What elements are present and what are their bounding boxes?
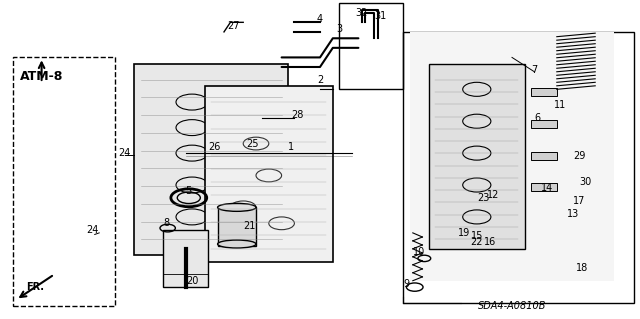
Text: 14: 14: [541, 183, 554, 193]
Bar: [13, 57, 115, 306]
Bar: [403, 32, 634, 303]
Text: 25: 25: [246, 138, 259, 149]
Text: FR.: FR.: [26, 282, 44, 292]
Text: 6: 6: [534, 113, 541, 123]
Text: 10: 10: [413, 247, 426, 257]
Bar: [429, 64, 525, 249]
Text: 28: 28: [291, 110, 304, 120]
Bar: [218, 207, 256, 246]
Text: 7: 7: [531, 65, 538, 75]
Text: 32: 32: [355, 8, 368, 18]
Bar: [339, 3, 403, 89]
Bar: [531, 183, 557, 191]
Text: 3: 3: [336, 24, 342, 34]
Text: 30: 30: [579, 177, 592, 187]
Text: 31: 31: [374, 11, 387, 21]
Text: 2: 2: [317, 75, 323, 85]
Text: 1: 1: [288, 142, 294, 152]
Text: 26: 26: [208, 142, 221, 152]
Bar: [531, 152, 557, 160]
Text: 9: 9: [403, 279, 410, 289]
Text: 13: 13: [566, 209, 579, 219]
Text: 23: 23: [477, 193, 490, 203]
Text: ATM-8: ATM-8: [20, 70, 63, 83]
Text: 27: 27: [227, 20, 240, 31]
Text: 15: 15: [470, 231, 483, 241]
Text: 21: 21: [243, 221, 256, 232]
Text: 19: 19: [458, 228, 470, 238]
Bar: [531, 88, 557, 96]
Text: 20: 20: [186, 276, 198, 286]
Text: 8: 8: [163, 218, 170, 228]
Text: 12: 12: [486, 189, 499, 200]
Ellipse shape: [218, 204, 256, 211]
Ellipse shape: [218, 240, 256, 248]
Bar: [531, 120, 557, 128]
Text: 22: 22: [470, 237, 483, 248]
Text: 4: 4: [317, 14, 323, 24]
Bar: [134, 64, 288, 255]
Text: 18: 18: [576, 263, 589, 273]
Text: 29: 29: [573, 151, 586, 161]
Text: SDA4-A0810B: SDA4-A0810B: [477, 301, 547, 311]
Text: 11: 11: [554, 100, 566, 110]
Text: 24: 24: [118, 148, 131, 158]
Text: 17: 17: [573, 196, 586, 206]
Text: 24: 24: [86, 225, 99, 235]
Text: 16: 16: [483, 237, 496, 248]
Text: 5: 5: [186, 186, 192, 197]
Bar: [410, 32, 614, 281]
Bar: [205, 86, 333, 262]
Bar: [163, 230, 208, 287]
